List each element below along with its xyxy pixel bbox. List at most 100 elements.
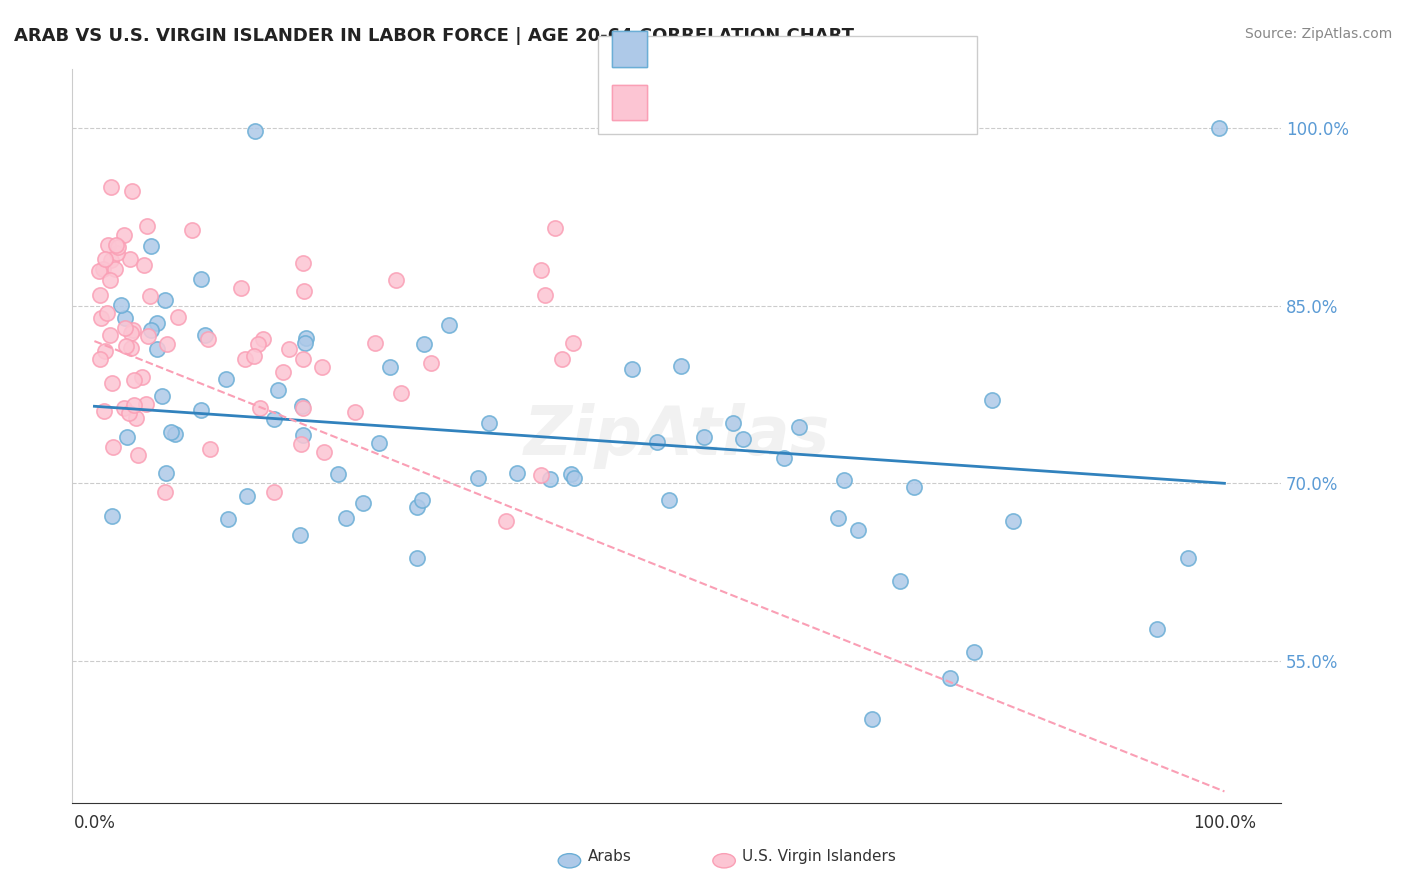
Point	[311, 359, 333, 374]
Point	[89, 288, 111, 302]
Point	[233, 351, 256, 366]
Point	[167, 310, 190, 325]
Point	[544, 221, 567, 235]
Point	[772, 450, 794, 465]
Point	[291, 428, 314, 442]
Point	[100, 252, 122, 267]
Point	[247, 337, 270, 351]
Point	[115, 430, 138, 444]
Point	[1177, 550, 1199, 565]
Point	[110, 298, 132, 312]
Point	[124, 398, 146, 412]
Point	[146, 342, 169, 356]
Point	[506, 466, 529, 480]
Point	[538, 472, 561, 486]
Point	[495, 515, 517, 529]
Point	[326, 467, 349, 482]
Point	[155, 293, 177, 308]
Point	[292, 256, 315, 270]
Text: R =  -0.067    N = 74: R = -0.067 N = 74	[657, 103, 817, 118]
Point	[657, 493, 679, 508]
Point	[266, 383, 288, 397]
Point	[198, 442, 221, 457]
Point	[1208, 120, 1230, 135]
Point	[406, 500, 429, 515]
Point	[197, 332, 219, 346]
Point	[292, 285, 315, 299]
Point	[120, 326, 142, 341]
Point	[860, 712, 883, 726]
Point	[291, 352, 314, 367]
Point	[100, 328, 122, 343]
Point	[385, 273, 408, 287]
Point	[180, 223, 202, 237]
Point	[378, 360, 401, 375]
Point	[692, 430, 714, 444]
Point	[621, 361, 644, 376]
Point	[963, 645, 986, 659]
Text: ZipAtlas: ZipAtlas	[523, 403, 830, 469]
Point	[90, 311, 112, 326]
Point	[89, 351, 111, 366]
Text: ARAB VS U.S. VIRGIN ISLANDER IN LABOR FORCE | AGE 20-64 CORRELATION CHART: ARAB VS U.S. VIRGIN ISLANDER IN LABOR FO…	[14, 27, 853, 45]
Point	[242, 349, 264, 363]
Point	[291, 400, 314, 414]
Point	[94, 344, 117, 359]
Point	[104, 238, 127, 252]
Point	[139, 289, 162, 303]
Point	[134, 258, 156, 272]
Point	[115, 339, 138, 353]
Point	[343, 405, 366, 419]
Point	[120, 342, 142, 356]
Point	[478, 416, 501, 430]
Point	[136, 329, 159, 343]
Point	[156, 336, 179, 351]
Point	[787, 419, 810, 434]
Point	[405, 551, 427, 566]
Point	[122, 373, 145, 387]
Point	[367, 436, 389, 450]
Point	[139, 239, 162, 253]
Point	[150, 389, 173, 403]
Point	[229, 281, 252, 295]
Point	[194, 327, 217, 342]
Point	[120, 252, 142, 266]
Point	[131, 369, 153, 384]
Point	[97, 238, 120, 252]
Text: U.S. Virgin Islanders: U.S. Virgin Islanders	[742, 849, 896, 863]
Point	[94, 252, 117, 266]
Point	[252, 333, 274, 347]
Point	[562, 471, 585, 485]
Point	[105, 246, 128, 260]
Point	[100, 180, 122, 194]
Point	[827, 511, 849, 525]
Text: R =  -0.136    N = 65: R = -0.136 N = 65	[657, 49, 817, 64]
Point	[93, 403, 115, 417]
Point	[236, 489, 259, 503]
Point	[87, 264, 110, 278]
Point	[190, 272, 212, 286]
Point	[217, 512, 239, 526]
Point	[165, 426, 187, 441]
Point	[135, 219, 157, 233]
Point	[112, 228, 135, 243]
Point	[419, 356, 441, 370]
Point	[153, 485, 176, 500]
Point	[271, 365, 294, 379]
Point	[288, 528, 311, 542]
Point	[846, 523, 869, 537]
Point	[437, 318, 460, 332]
Point	[903, 480, 925, 494]
Point	[127, 448, 149, 462]
Point	[834, 474, 856, 488]
Point	[160, 425, 183, 439]
Point	[467, 471, 489, 485]
Point	[389, 385, 412, 400]
Point	[292, 401, 315, 415]
Point	[114, 401, 136, 415]
Point	[731, 432, 754, 446]
Point	[645, 435, 668, 450]
Point	[263, 484, 285, 499]
Point	[104, 262, 127, 277]
Point	[530, 263, 553, 277]
